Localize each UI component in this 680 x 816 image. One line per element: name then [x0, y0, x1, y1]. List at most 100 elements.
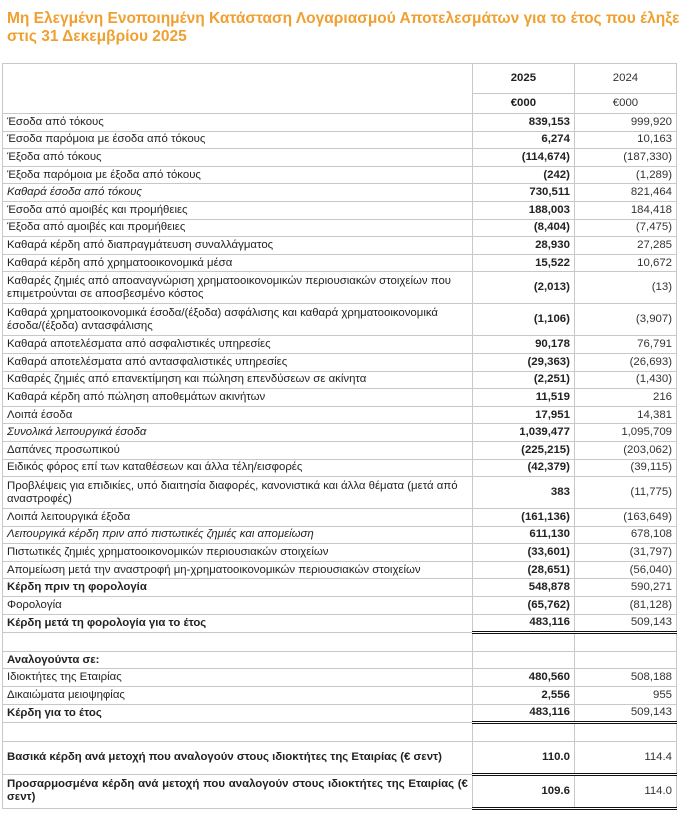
row-label: Προσαρμοσμένα κέρδη ανά μετοχή που αναλο… [2, 773, 473, 809]
table-row: Έσοδα παρόμοια με έσοδα από τόκους 6,274 1… [2, 130, 678, 150]
value-2025: (242) [471, 165, 575, 185]
header-row-years: 2025 2024 [2, 63, 678, 114]
value-2025: (29,363) [471, 352, 575, 372]
row-label: Βασικά κέρδη ανά μετοχή που αναλογούν στ… [2, 740, 473, 775]
value-2024: 678,108 [573, 525, 678, 545]
value-2024: (26,693) [573, 352, 678, 372]
value-2024: 76,791 [573, 335, 678, 354]
value-2024: (11,775) [573, 476, 678, 510]
table-row: Απομείωση μετά την αναστροφή μη-χρηματοο… [2, 560, 678, 580]
value-2024: (1,430) [573, 370, 678, 390]
header-unit-2025: €000 [471, 93, 575, 114]
value-2025: 548,878 [471, 578, 575, 598]
value-2025: (1,106) [471, 303, 575, 337]
value-2025: (161,136) [471, 508, 575, 527]
value-2024: 27,285 [573, 236, 678, 255]
value-2024: 999,920 [573, 113, 678, 132]
value-2025: (2,013) [471, 271, 575, 305]
header-unit-2024: €000 [573, 93, 678, 114]
value-2024: (39,115) [573, 458, 678, 478]
row-label: Καθαρά κέρδη από διαπραγμάτευση συναλλάγ… [2, 236, 473, 255]
value-2024: 509,143 [573, 703, 678, 725]
value-2025 [471, 722, 575, 742]
value-2025: 611,130 [471, 525, 575, 545]
value-2025: 730,511 [471, 183, 575, 202]
row-label [2, 632, 473, 652]
table-row: Λειτουργικά κέρδη πριν από πιστωτικές ζη… [2, 525, 678, 545]
row-label: Λοιπά έσοδα [2, 405, 473, 425]
row-label: Πιστωτικές ζημιές χρηματοοικονομικών περ… [2, 543, 473, 562]
value-2024: 10,163 [573, 130, 678, 150]
value-2025: 110.0 [471, 740, 575, 776]
statement-title: Μη Ελεγμένη Ενοποιημένη Κατάσταση Λογαρι… [7, 10, 680, 45]
table-row: Προβλέψεις για επιδικίες, υπό διαιτησία … [2, 476, 678, 510]
row-label: Δαπάνες προσωπικού [2, 440, 473, 460]
value-2024: 508,188 [573, 668, 678, 688]
value-2025: (114,674) [471, 148, 575, 167]
row-label: Συνολικά λειτουργικά έσοδα [2, 423, 473, 442]
table-row: Καθαρά κέρδη από πώληση αποθεμάτων ακινή… [2, 388, 678, 407]
table-row: Έξοδα παρόμοια με έξοδα από τόκους (242)(… [2, 165, 678, 185]
value-2025: 483,116 [471, 703, 575, 725]
value-2025: 109.6 [471, 773, 575, 810]
table-row: Κέρδη πριν τη φορολογία 548,878 590,271 [2, 578, 678, 598]
table-row: Συνολικά λειτουργικά έσοδα 1,039,477 1,095… [2, 423, 678, 442]
value-2025: 15,522 [471, 253, 575, 273]
header-year-2025: 2025 [471, 63, 575, 94]
value-2024 [573, 722, 678, 742]
table-row: Καθαρά έσοδα από τόκους 730,511 821,464 [2, 183, 678, 202]
header-blank-cell [2, 63, 473, 114]
value-2025: 839,153 [471, 113, 575, 132]
value-2025: (65,762) [471, 596, 575, 615]
value-2025: 6,274 [471, 130, 575, 150]
value-2024: 114.4 [573, 740, 678, 776]
table-row: Φορολογία (65,762) (81,128) [2, 596, 678, 615]
value-2024: 216 [573, 388, 678, 407]
value-2025: (8,404) [471, 218, 575, 238]
row-label: Λειτουργικά κέρδη πριν από πιστωτικές ζη… [2, 525, 473, 545]
table-row: Έσοδα από αμοιβές και προμήθειες 188,003 1… [2, 200, 678, 220]
header-row-units: €000 €000 [3, 93, 678, 114]
table-row: Καθαρά χρηματοοικονομικά έσοδα/(έξοδα) α… [2, 303, 678, 337]
table-row [2, 722, 678, 742]
row-label: Κέρδη για το έτος [2, 703, 473, 724]
header-year-2024: 2024 [573, 63, 678, 94]
row-label: Καθαρές ζημιές από επανεκτίμηση και πώλη… [2, 370, 473, 390]
value-2024 [573, 632, 678, 652]
value-2024: (13) [573, 271, 678, 305]
table-row: Δαπάνες προσωπικού (225,215) (203,062) [2, 440, 678, 460]
value-2024: (163,649) [573, 508, 678, 527]
table-row: Πιστωτικές ζημιές χρηματοοικονομικών περ… [2, 543, 678, 562]
value-2025 [471, 632, 575, 652]
table-row: Καθαρά κέρδη από διαπραγμάτευση συναλλάγ… [2, 236, 678, 255]
value-2024: 1,095,709 [573, 423, 678, 442]
value-2025: (28,651) [471, 560, 575, 580]
value-2024: (1,289) [573, 165, 678, 185]
row-label: Καθαρά κέρδη από πώληση αποθεμάτων ακινή… [2, 388, 473, 407]
value-2024: (56,040) [573, 560, 678, 580]
row-label: Κέρδη πριν τη φορολογία [2, 578, 473, 598]
value-2024: 509,143 [573, 613, 678, 635]
table-row: Κέρδη μετά τη φορολογία για το έτος 483,1… [2, 613, 678, 635]
row-label: Φορολογία [2, 596, 473, 615]
row-label: Απομείωση μετά την αναστροφή μη-χρηματοο… [2, 560, 473, 580]
value-2024: 114.0 [573, 773, 678, 810]
table-row: Καθαρά αποτελέσματα από ασφαλιστικές υπη… [2, 335, 678, 354]
table-row: Έσοδα από τόκους 839,153 999,920 [2, 113, 678, 132]
table-row: Καθαρές ζημιές από αποαναγνώριση χρηματο… [2, 271, 678, 305]
value-2025: 483,116 [471, 613, 575, 635]
value-2024: (31,797) [573, 543, 678, 562]
table-row: Λοιπά λειτουργικά έξοδα (161,136) (163,649… [2, 508, 678, 527]
row-label: Έξοδα από τόκους [2, 148, 473, 167]
value-2025: (33,601) [471, 543, 575, 562]
value-2024: 184,418 [573, 200, 678, 220]
table-row [2, 632, 678, 652]
value-2025: 2,556 [471, 686, 575, 705]
value-2024: (203,062) [573, 440, 678, 460]
value-2024: (3,907) [573, 303, 678, 337]
row-label: Ειδικός φόρος επί των καταθέσεων και άλλ… [2, 458, 473, 478]
row-label: Έξοδα παρόμοια με έξοδα από τόκους [2, 165, 473, 185]
table-row: Καθαρές ζημιές από επανεκτίμηση και πώλη… [2, 370, 678, 390]
value-2025: 480,560 [471, 668, 575, 688]
row-label: Έξοδα από αμοιβές και προμήθειες [2, 218, 473, 238]
